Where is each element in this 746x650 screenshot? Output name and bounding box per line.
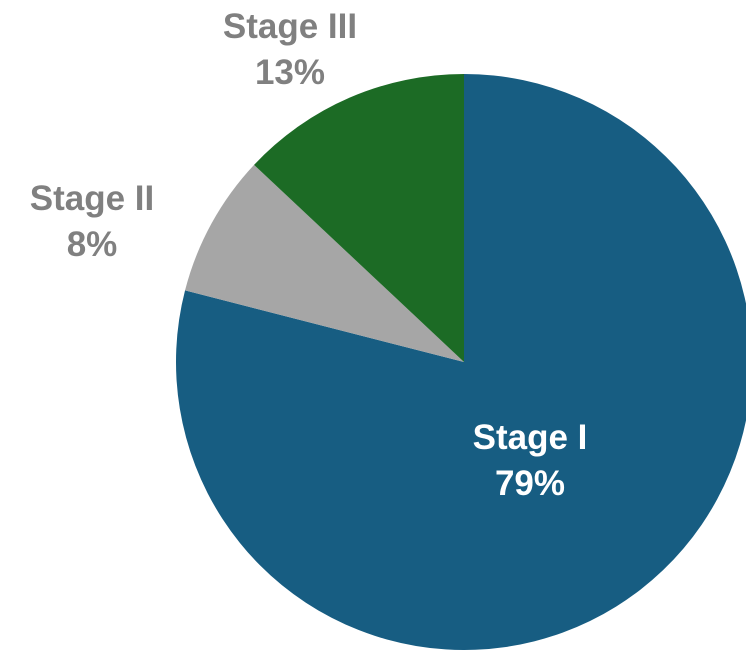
pie-slice-stage-i xyxy=(176,74,746,650)
slice-label-stage-ii: Stage II xyxy=(30,179,154,218)
slice-label-stage-iii: Stage III xyxy=(223,7,357,46)
slice-labels: Stage I 79% Stage II 8% Stage III 13% xyxy=(30,7,588,503)
slice-label-stage-i: Stage I xyxy=(473,418,588,457)
pie-slices xyxy=(176,73,746,650)
pie-slice-stage-ii xyxy=(185,164,465,362)
slice-value-stage-i: 79% xyxy=(495,464,565,503)
slice-value-stage-ii: 8% xyxy=(67,225,118,264)
pie-slice-stage-iii xyxy=(254,73,464,362)
slice-value-stage-iii: 13% xyxy=(255,53,325,92)
